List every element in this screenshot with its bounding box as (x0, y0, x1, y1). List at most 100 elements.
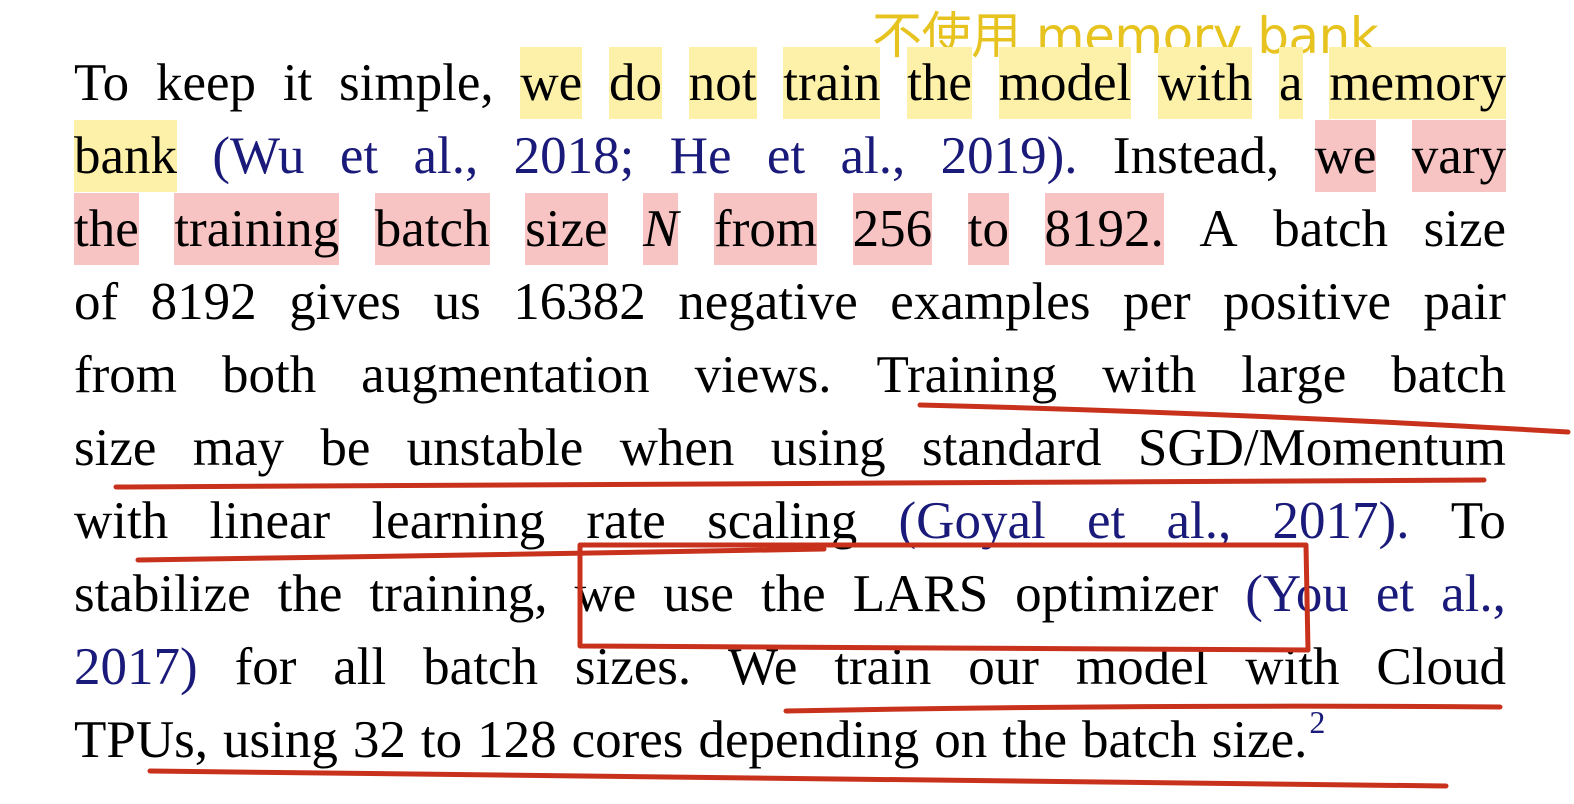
text-line-1: To keep it simple, we do not train the m… (74, 47, 1506, 119)
citation-link[interactable]: et (1375, 565, 1415, 623)
word: rate (586, 492, 666, 550)
word-text: size. (1211, 711, 1308, 769)
word: To (1450, 492, 1506, 550)
word: model (1075, 638, 1209, 696)
word: 32 (352, 711, 406, 769)
word: be (320, 419, 371, 477)
word: using (223, 711, 338, 769)
citation-link[interactable]: (Wu (212, 127, 305, 185)
word: positive (1223, 273, 1391, 331)
word: when (619, 419, 735, 477)
word: scaling (707, 492, 858, 550)
citation-link[interactable]: He (669, 127, 732, 185)
highlighted-word: training (174, 193, 340, 265)
highlighted-word: a (1279, 47, 1303, 119)
word: to (420, 711, 463, 769)
word: cores (571, 711, 684, 769)
word: A (1199, 200, 1238, 258)
highlighted-word: we (1314, 120, 1377, 192)
highlighted-word: with (1158, 47, 1253, 119)
word: our (968, 638, 1039, 696)
word: SGD/Momentum (1137, 419, 1506, 477)
word: size (1423, 200, 1506, 258)
text-line-7: with linear learning rate scaling (Goyal… (74, 485, 1506, 557)
word: with (1245, 638, 1340, 696)
highlighted-word: size (525, 193, 608, 265)
word: the (277, 565, 343, 623)
text-line-4: of 8192 gives us 16382 negative examples… (74, 266, 1506, 338)
word: stabilize (74, 565, 251, 623)
citation-link[interactable]: et (1086, 492, 1126, 550)
math-symbol: N (643, 193, 679, 265)
citation-link[interactable]: et (766, 127, 806, 185)
citation-link[interactable]: 2017) (74, 638, 198, 696)
word: it (282, 54, 313, 112)
word: batch (1081, 711, 1197, 769)
word: gives (289, 273, 402, 331)
text-line-10: TPUs, using 32 to 128 cores depending on… (74, 704, 1506, 776)
highlighted-word: model (998, 47, 1132, 119)
footnote-marker[interactable]: 2 (1309, 704, 1326, 740)
text-line-3: the training batch size N from 256 to 81… (74, 193, 1506, 265)
highlighted-word: the (907, 47, 972, 119)
highlighted-word: not (688, 47, 757, 119)
word: optimizer (1015, 565, 1219, 623)
word: from (74, 346, 178, 404)
text-line-2: bank (Wu et al., 2018; He et al., 2019).… (74, 120, 1506, 192)
word: training, (369, 565, 548, 623)
word: use (663, 565, 734, 623)
word: the (1002, 711, 1067, 769)
word: To (74, 54, 130, 112)
citation-link[interactable]: al., (1441, 565, 1506, 623)
word: linear (209, 492, 331, 550)
word: using (770, 419, 886, 477)
word: Cloud (1376, 638, 1506, 696)
citation-link[interactable]: (You (1245, 565, 1349, 623)
citation-link[interactable]: al., (1166, 492, 1232, 550)
highlighted-word: to (967, 193, 1009, 265)
citation-link[interactable]: (Goyal (898, 492, 1046, 550)
word: augmentation (361, 346, 650, 404)
word: sizes. (574, 638, 692, 696)
citation-link[interactable]: al., (413, 127, 479, 185)
word: standard (921, 419, 1102, 477)
word: unstable (406, 419, 584, 477)
citation-link[interactable]: 2018; (513, 127, 635, 185)
citation-link[interactable]: et (339, 127, 379, 185)
text-line-9: 2017) for all batch sizes. We train our … (74, 631, 1506, 703)
word: keep (155, 54, 257, 112)
word: batch (423, 638, 538, 696)
citation-link[interactable]: al., (840, 127, 906, 185)
highlighted-word: bank (74, 120, 178, 192)
word: depending (698, 711, 920, 769)
word: for (234, 638, 297, 696)
word: size.2 (1212, 704, 1326, 776)
citation-link[interactable]: 2019). (940, 127, 1078, 185)
word: per (1122, 273, 1191, 331)
word: size (74, 419, 157, 477)
word: Training (876, 346, 1058, 404)
highlighted-word: 8192. (1044, 193, 1164, 265)
highlighted-word: train (783, 47, 881, 119)
text-line-6: size may be unstable when using standard… (74, 412, 1506, 484)
word: simple, (339, 54, 494, 112)
word: the (760, 565, 826, 623)
word: train (834, 638, 932, 696)
word: TPUs, (74, 711, 209, 769)
text-line-8: stabilize the training, we use the LARS … (74, 558, 1506, 630)
highlighted-word: memory (1329, 47, 1506, 119)
word: batch (1391, 346, 1506, 404)
word: LARS (852, 565, 989, 623)
word: pair (1423, 273, 1506, 331)
word: all (333, 638, 387, 696)
word: 8192 (150, 273, 257, 331)
text-line-5: from both augmentation views. Training w… (74, 339, 1506, 411)
highlighted-word: we (520, 47, 583, 119)
highlighted-word: 256 (852, 193, 933, 265)
highlighted-word: the (74, 193, 139, 265)
word: examples (890, 273, 1091, 331)
word: negative (678, 273, 858, 331)
word: 128 (477, 711, 557, 769)
citation-link[interactable]: 2017). (1272, 492, 1410, 550)
word: views. (694, 346, 832, 404)
